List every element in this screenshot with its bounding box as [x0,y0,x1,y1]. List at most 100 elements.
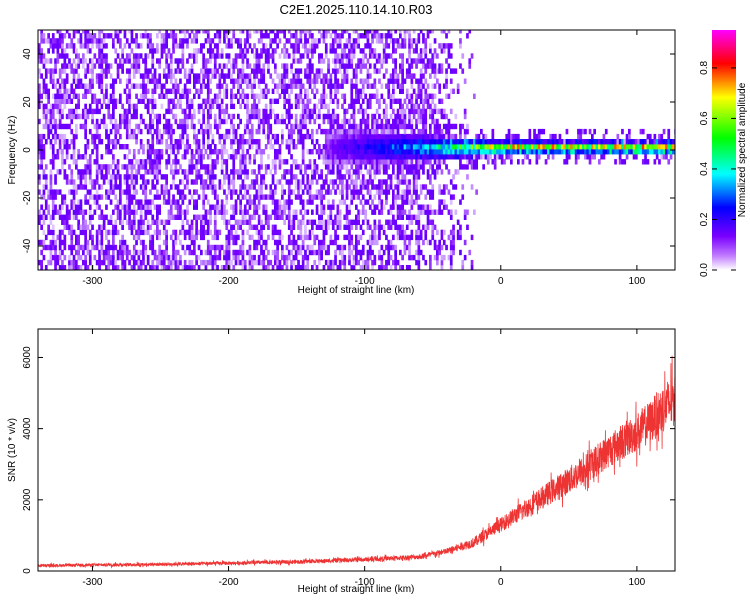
spectrogram-cell [385,68,388,74]
spectrogram-cell [151,219,155,225]
spectrogram-cell [114,103,118,110]
spectrogram-cell [116,249,120,256]
spectrogram-cell [142,78,145,84]
spectrogram-cell [361,144,365,150]
spectrogram-cell [135,93,138,99]
spectrogram-cell [389,113,393,120]
spectrogram-cell [116,68,120,74]
spectrogram-cell [181,219,185,225]
spectrogram-cell [63,103,67,110]
spectrogram-cell [262,93,266,99]
spectrogram-cell [408,123,411,130]
spectrogram-cell [294,214,298,220]
spectrogram-cell [389,144,393,150]
spectrogram-cell [225,30,229,34]
spectrogram-cell [278,199,282,205]
spectrogram-cell [204,149,208,155]
spectrogram-cell [419,249,423,256]
spectrogram-cell [56,93,60,99]
spectrogram-cell [176,103,180,110]
spectrogram-cell [350,83,354,89]
spectrogram-cell [276,118,279,125]
spectrogram-cell [213,123,217,130]
spectrogram-cell [239,83,242,89]
spectrogram-cell [350,103,354,110]
spectrogram-cell [322,33,326,39]
spectrogram-cell [153,83,157,89]
spectrogram-cell [410,169,414,175]
spectrogram-cell [301,139,305,145]
spectrogram-cell [440,43,444,49]
spectrogram-cell [271,159,275,165]
spectrogram-cell [218,179,222,185]
spectrogram-cell [262,179,266,185]
spectrogram-cell [301,244,305,251]
spectrogram-cell [167,63,171,69]
spectrogram-cell [452,88,455,94]
spectrogram-cell [109,174,113,180]
spectrogram-cell [389,38,393,44]
spectrogram-cell [401,43,404,49]
spectrogram-cell [246,123,249,130]
spectrogram-cell [112,154,115,160]
spectrogram-cell [128,73,131,79]
spectrogram-cell [248,204,252,210]
spectrogram-cell [348,139,351,145]
spectrogram-cell [243,48,247,54]
spectrogram-cell [283,159,286,165]
spectrogram-cell [144,184,148,190]
spectrogram-cell [151,164,155,170]
spectrogram-cell [93,98,97,104]
spectrogram-cell [232,33,236,39]
spectrogram-cell [329,204,333,210]
spectrogram-cell [93,209,97,215]
spectrogram-cell [371,113,374,120]
spectrogram-cell [149,189,152,195]
spectrogram-cell [447,63,451,69]
spectrogram-cell [264,30,268,34]
spectrogram-cell [364,123,367,130]
spectrogram-cell [63,93,67,99]
spectrogram-cell [70,224,74,230]
spectrogram-cell [209,154,212,160]
spectrogram-cell [253,78,256,84]
spectrogram-cell [257,68,261,74]
spectrogram-cell [343,154,347,160]
spectrogram-cell [49,254,53,261]
spectrogram-cell [248,224,252,230]
spectrogram-cell [364,118,367,125]
spectrogram-cell [144,88,148,94]
spectrogram-cell [84,224,87,230]
spectrogram-cell [294,254,298,261]
spectrogram-cell [132,189,136,195]
spectrogram-cell [248,234,252,241]
spectrogram-cell [327,63,330,69]
spectrogram-cell [336,184,340,190]
spectrogram-cell [327,189,330,195]
spectrogram-cell [373,149,377,155]
spectrogram-cell [220,98,224,104]
spectrogram-cell [371,234,374,241]
spectrogram-cell [75,113,78,120]
spectrogram-cell [255,194,259,200]
spectrogram-cell [209,78,212,84]
spectrogram-cell [315,265,319,270]
spectrogram-cell [301,259,305,266]
spectrogram-cell [426,33,430,39]
spectrogram-cell [322,159,326,165]
spectrogram-cell [176,204,180,210]
spectrogram-cell [345,209,349,215]
spectrogram-cell [405,30,409,34]
spectrogram-cell [227,58,231,64]
spectrogram-cell [410,63,414,69]
spectrogram-cell [299,30,303,34]
spectrogram-cell [58,33,62,39]
spectrogram-cell [350,113,354,120]
spectrogram-cell [276,113,279,120]
spectrogram-cell [290,249,293,256]
spectrogram-cell [306,234,310,241]
spectrogram-cell [438,209,441,215]
spectrogram-cell [290,123,293,130]
spectrogram-cell [433,53,437,59]
spectrogram-cell [274,38,277,44]
